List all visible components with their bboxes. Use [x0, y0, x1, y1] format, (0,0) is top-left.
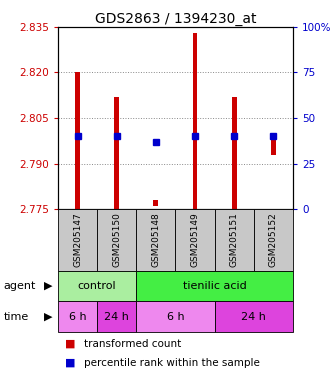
Bar [58, 271, 136, 301]
Text: GSM205148: GSM205148 [151, 213, 160, 267]
Text: control: control [78, 281, 117, 291]
Text: GSM205151: GSM205151 [230, 213, 239, 267]
Text: agent: agent [3, 281, 36, 291]
Text: GSM205149: GSM205149 [191, 213, 200, 267]
Text: ▶: ▶ [44, 312, 52, 322]
Bar [58, 209, 97, 271]
Text: ■: ■ [65, 358, 75, 368]
Title: GDS2863 / 1394230_at: GDS2863 / 1394230_at [95, 12, 256, 26]
Text: 6 h: 6 h [166, 312, 184, 322]
Bar [58, 301, 97, 332]
Text: ▶: ▶ [44, 281, 52, 291]
Text: 24 h: 24 h [241, 312, 266, 322]
Bar [114, 97, 119, 209]
Text: GSM205147: GSM205147 [73, 213, 82, 267]
Text: ■: ■ [65, 339, 75, 349]
Bar [254, 209, 293, 271]
Text: transformed count: transformed count [84, 339, 182, 349]
Text: percentile rank within the sample: percentile rank within the sample [84, 358, 260, 368]
Bar [214, 209, 254, 271]
Bar [175, 209, 214, 271]
Bar [136, 209, 175, 271]
Bar [97, 209, 136, 271]
Text: GSM205150: GSM205150 [112, 213, 121, 267]
Bar [97, 301, 136, 332]
Bar [232, 97, 237, 209]
Bar [154, 200, 158, 206]
Bar [271, 133, 276, 154]
Bar [193, 33, 197, 209]
Text: tienilic acid: tienilic acid [183, 281, 247, 291]
Text: time: time [3, 312, 28, 322]
Bar [136, 271, 293, 301]
Bar [214, 301, 293, 332]
Text: 24 h: 24 h [104, 312, 129, 322]
Bar [75, 73, 80, 209]
Text: 6 h: 6 h [69, 312, 86, 322]
Text: GSM205152: GSM205152 [269, 213, 278, 267]
Bar [136, 301, 214, 332]
